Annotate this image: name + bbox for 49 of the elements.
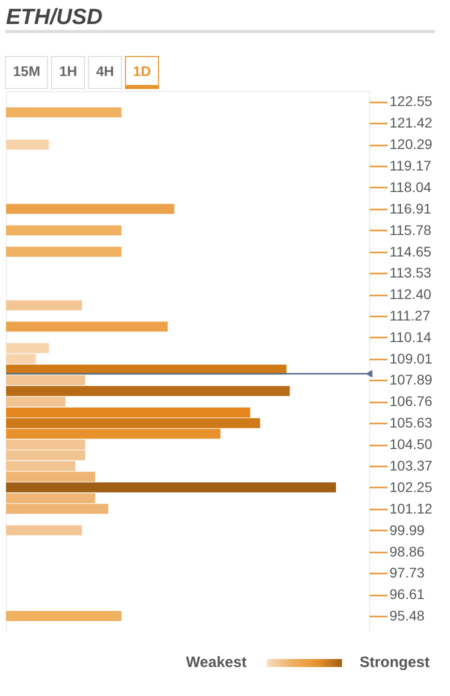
- y-tick-label: 104.50: [390, 436, 433, 452]
- bar: [6, 225, 122, 236]
- bar: [6, 428, 220, 439]
- text: 4H: [88, 56, 122, 89]
- y-tick-label: 103.37: [390, 458, 433, 474]
- bar: [6, 300, 82, 310]
- bar: [6, 408, 250, 418]
- bar: [6, 375, 86, 386]
- bar: [6, 396, 66, 407]
- bar: [6, 610, 122, 621]
- chart-title: ETH/USD: [6, 4, 103, 30]
- bar: [6, 472, 96, 482]
- y-tick-label: 96.61: [390, 586, 425, 602]
- text: 1D: [125, 56, 159, 89]
- bar: [6, 107, 122, 118]
- y-tick-label: 102.25: [390, 478, 433, 495]
- bar: [6, 204, 174, 214]
- text: Strongest: [360, 654, 430, 671]
- y-tick-label: 116.91: [390, 200, 432, 216]
- y-tick-label: 118.04: [390, 178, 432, 195]
- y-tick-label: 101.12: [390, 500, 433, 516]
- y-tick-label: 112.40: [390, 286, 432, 302]
- text: Weakest: [186, 654, 247, 671]
- bar: [6, 418, 260, 428]
- y-tick-label: 115.78: [390, 222, 432, 238]
- bar: [6, 482, 336, 492]
- y-tick-label: 110.14: [390, 328, 432, 345]
- text: 1H: [51, 56, 86, 89]
- y-tick-label: 95.48: [390, 607, 425, 624]
- bar: [6, 322, 168, 332]
- y-tick-label: 109.01: [390, 350, 433, 366]
- bar: [6, 386, 290, 396]
- y-tick-label: 107.89: [390, 372, 433, 388]
- y-tick-label: 105.63: [390, 414, 433, 431]
- y-tick-label: 113.53: [390, 264, 432, 281]
- bar: [6, 140, 49, 150]
- y-tick-label: 122.55: [390, 93, 433, 110]
- y-tick-label: 120.29: [390, 136, 433, 152]
- y-tick-label: 114.65: [390, 243, 432, 260]
- bar: [6, 525, 82, 536]
- y-tick-label: 121.42: [390, 114, 433, 131]
- y-tick-label: 98.86: [390, 543, 425, 560]
- y-tick-label: 106.76: [390, 393, 433, 410]
- y-tick-label: 97.73: [390, 564, 425, 581]
- y-tick-label: 99.99: [390, 522, 425, 538]
- bar: [6, 246, 122, 257]
- text: 15M: [5, 56, 48, 89]
- y-tick-label: 119.17: [390, 157, 432, 174]
- y-tick-label: 111.27: [390, 308, 430, 324]
